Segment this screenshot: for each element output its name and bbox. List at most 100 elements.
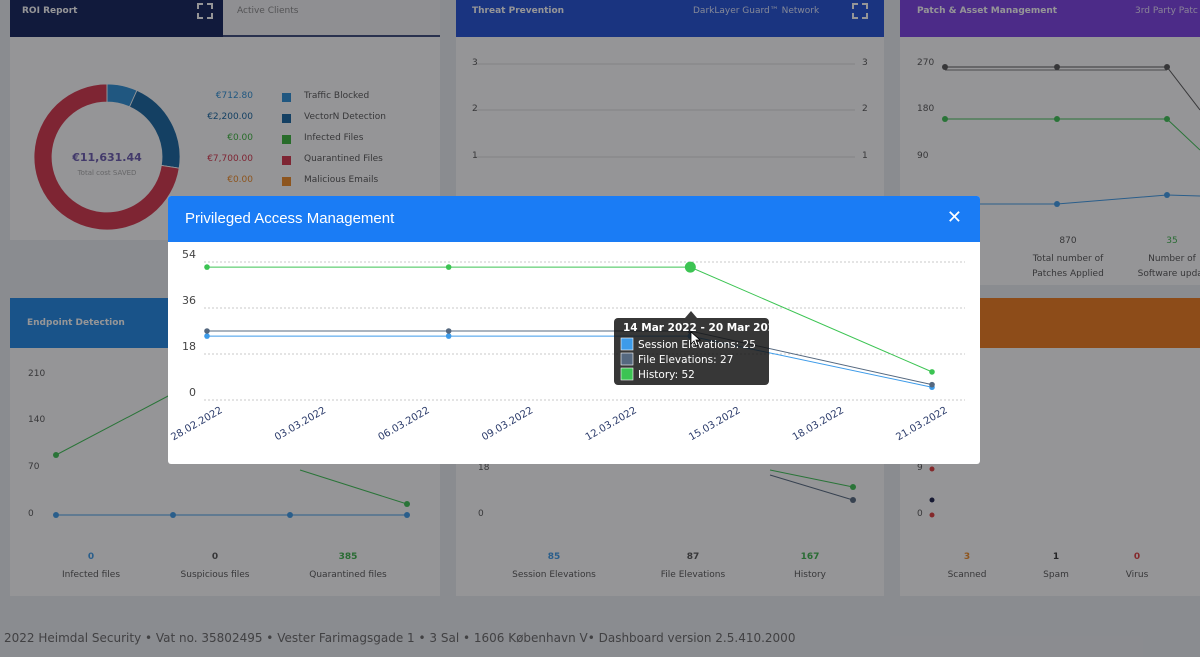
bg-dot [850,484,856,490]
y-tick-label: 3 [862,58,868,68]
y-tick-label: 18 [478,463,490,473]
modal-header: Privileged Access Management ✕ [168,196,980,242]
x-tick-label: 15.03.2022 [687,405,742,443]
bg-line [945,118,1200,151]
legend-value: €7,700.00 [207,154,253,164]
x-tick-label: 18.03.2022 [791,405,846,443]
stat-value: 1 [1052,552,1060,562]
y-tick-label: 0 [189,386,196,399]
data-point [204,333,210,339]
bg-dot [53,512,59,518]
close-button[interactable]: ✕ [946,207,962,228]
legend-value: €712.80 [215,91,253,101]
tooltip-swatch [620,337,634,351]
tab[interactable] [223,0,440,37]
bg-dot [1164,192,1170,198]
x-tick-label: 21.03.2022 [894,405,949,443]
y-tick-label: 180 [917,104,935,114]
stat-value: 0 [87,552,95,562]
x-tick-label: 28.02.2022 [169,405,224,443]
total-value: €11,631.44 [72,151,142,164]
y-tick-label: 36 [182,294,196,307]
y-tick-label: 2 [472,104,478,114]
legend-value: €0.00 [227,133,253,143]
panel-title: Endpoint Detection [27,318,125,328]
stat-label: Virus [1125,570,1149,580]
y-tick-label: 1 [862,151,868,161]
tooltip-swatch [620,367,634,381]
panel-title: Patch & Asset Management [917,6,1058,16]
legend-label: Infected Files [304,133,364,143]
legend-swatch [282,135,291,144]
stat-value: 385 [338,552,358,562]
y-tick-label: 18 [182,340,196,353]
y-tick-label: 270 [917,58,935,68]
bg-dot [287,512,293,518]
bg-dot [1054,116,1060,122]
data-point [204,264,210,270]
footer: 2022 Heimdal Security • Vat no. 35802495… [4,631,796,645]
tooltip [614,318,769,385]
panel-title: ROI Report [22,6,78,16]
legend-label: Traffic Blocked [304,91,370,101]
bg-line [299,469,408,505]
stat-label: Infected files [61,570,121,580]
data-point [445,328,452,334]
bg-dot [170,512,176,518]
bg-dot [1164,116,1170,122]
stat-value: 870 [1059,236,1077,246]
y-tick-label: 2 [862,104,868,114]
stat-label: File Elevations [660,570,726,580]
tooltip-swatch [620,352,634,366]
panel-tab[interactable]: Active Clients [237,6,299,16]
data-point [929,381,935,388]
legend-swatch [282,177,291,186]
bg-line [945,66,1200,111]
stat-value: 35 [1166,236,1178,246]
stat-value: 167 [800,552,820,562]
tooltip-item: File Elevations: 27 [638,354,733,366]
x-tick-label: 09.03.2022 [480,405,535,443]
stat-label: Suspicious files [180,570,250,580]
bg-dot [929,497,935,503]
chart: 0 18 36 54 28.02.2022 03.03.2022 06.03.2022 09.… [169,248,965,443]
series-line [207,330,933,386]
modal-title: Privileged Access Management [185,210,395,227]
y-tick-label: 1 [472,151,478,161]
tooltip-caret [685,311,697,318]
tooltip-item: History: 52 [638,369,695,381]
legend-swatch [282,93,291,102]
bg-dot [1164,64,1170,70]
series-line [207,266,933,373]
data-point [929,369,935,375]
stat-value: 0 [1133,552,1141,562]
y-tick-label: 70 [28,462,40,472]
cursor [690,331,702,347]
bg-dot [1054,64,1060,70]
bg-dot [942,116,948,122]
legend-label: Quarantined Files [304,154,383,164]
bg-line [769,474,854,501]
panel-tab[interactable]: 3rd Party Patc [1135,6,1198,16]
patch-header [900,0,1200,37]
stat-label: Total number of Patches Applied [1032,254,1104,279]
bg-dot [850,497,856,503]
stat-label: Quarantined files [309,570,387,580]
bg-dot [929,466,935,472]
network-selector[interactable]: DarkLayer Guard™ Network [693,6,820,16]
x-tick-label: 06.03.2022 [377,405,432,443]
bg-dot [942,64,948,70]
data-point [445,333,452,339]
y-tick-label: 0 [917,509,923,519]
expand-icon[interactable] [852,3,868,19]
legend-value: €2,200.00 [207,112,253,122]
stat-value: 85 [547,552,561,562]
x-tick-label: 12.03.2022 [584,405,639,443]
y-tick-label: 140 [28,415,46,425]
stat-label: Number of Software updat [1137,254,1200,279]
expand-icon[interactable] [197,3,213,19]
bg-dot [53,452,59,458]
stat-label: History [793,570,827,580]
